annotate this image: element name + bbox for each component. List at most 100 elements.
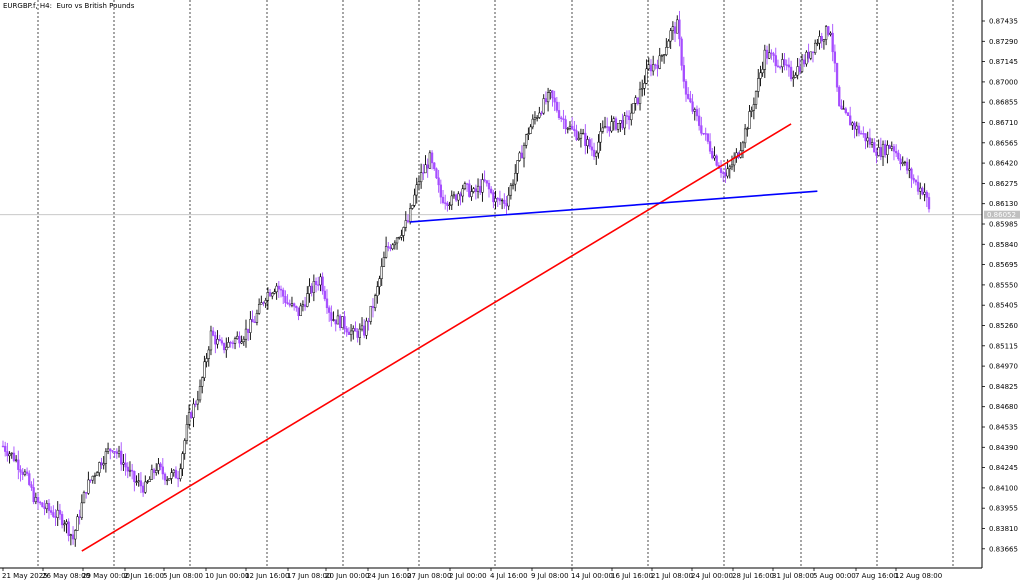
candle [268, 288, 272, 297]
y-tick-label: 0.83665 [989, 545, 1018, 553]
candle [463, 181, 467, 191]
candle [126, 462, 129, 479]
candle [599, 123, 602, 151]
candle [439, 179, 442, 204]
candle [288, 299, 291, 308]
candle [538, 106, 541, 119]
candle [838, 85, 841, 107]
candle [671, 21, 675, 41]
candle [406, 214, 410, 224]
candle [41, 502, 44, 508]
candle [719, 160, 723, 178]
candle [518, 151, 521, 162]
candle [428, 150, 432, 169]
candle [641, 79, 644, 97]
candle [645, 59, 648, 85]
candle [349, 324, 353, 342]
candle [805, 50, 808, 67]
blue-trendline[interactable] [410, 190, 818, 223]
candle [190, 410, 193, 419]
candle [216, 330, 219, 349]
candle [360, 317, 364, 332]
candle [176, 470, 180, 488]
candle [579, 128, 583, 148]
candle [448, 201, 451, 210]
candle [809, 51, 812, 61]
candle [43, 500, 46, 516]
y-tick-label: 0.83955 [989, 505, 1018, 513]
candle [603, 116, 607, 129]
candle [312, 274, 316, 302]
candle [590, 138, 594, 157]
y-tick-label: 0.84680 [989, 403, 1018, 411]
candle [822, 38, 826, 50]
candle [80, 494, 83, 520]
candle [511, 179, 515, 190]
candle [222, 342, 226, 354]
candle [730, 155, 734, 171]
candle [781, 53, 784, 73]
candle [678, 10, 681, 47]
candle [273, 288, 276, 295]
x-tick-label: 4 Jul 16:00 [490, 572, 528, 580]
candle [903, 160, 907, 166]
candle [697, 107, 701, 131]
candle [884, 140, 887, 158]
candle [63, 520, 66, 532]
candle [330, 305, 333, 327]
candle [74, 529, 77, 547]
candle [376, 281, 379, 304]
candle [231, 340, 235, 349]
candle [187, 404, 191, 429]
candle [150, 464, 154, 480]
candle [715, 154, 718, 167]
candle [387, 242, 390, 252]
candle [301, 300, 305, 312]
candle [400, 229, 403, 241]
candle [840, 99, 843, 110]
candle [735, 148, 738, 163]
candle [157, 458, 160, 475]
candle [750, 106, 753, 118]
y-tick-label: 0.85115 [989, 342, 1018, 350]
candle [17, 450, 20, 480]
candle [586, 135, 589, 154]
candle [485, 180, 488, 187]
candle [109, 448, 112, 460]
candle [912, 174, 915, 184]
candle [67, 518, 70, 542]
candle [122, 453, 125, 471]
candle [384, 236, 388, 259]
candle [323, 285, 326, 302]
candle [910, 167, 913, 188]
y-tick-label: 0.84100 [989, 484, 1018, 492]
x-tick-label: 27 Jun 08:00 [407, 572, 451, 580]
candle [137, 473, 140, 487]
candle [71, 526, 75, 545]
candle [255, 309, 259, 326]
x-tick-label: 24 Jul 00:00 [691, 572, 733, 580]
candle [155, 463, 158, 476]
candle [266, 287, 270, 310]
candle [117, 445, 121, 458]
candle [12, 446, 16, 463]
candle [763, 44, 766, 79]
candle [687, 87, 690, 100]
candle [450, 190, 453, 210]
candle [824, 24, 828, 46]
x-tick-label: 7 Aug 16:00 [855, 572, 898, 580]
candle [888, 144, 891, 150]
x-tick-label: 21 Jul 08:00 [651, 572, 693, 580]
red-trendline[interactable] [81, 123, 792, 552]
candle [465, 182, 469, 192]
x-tick-label: 17 Jun 08:00 [287, 572, 331, 580]
candle [776, 59, 780, 68]
candle [923, 183, 926, 202]
candle [857, 122, 861, 137]
candle [496, 197, 499, 207]
candle [244, 319, 248, 348]
candle [205, 353, 208, 368]
y-tick-label: 0.85695 [989, 261, 1018, 269]
